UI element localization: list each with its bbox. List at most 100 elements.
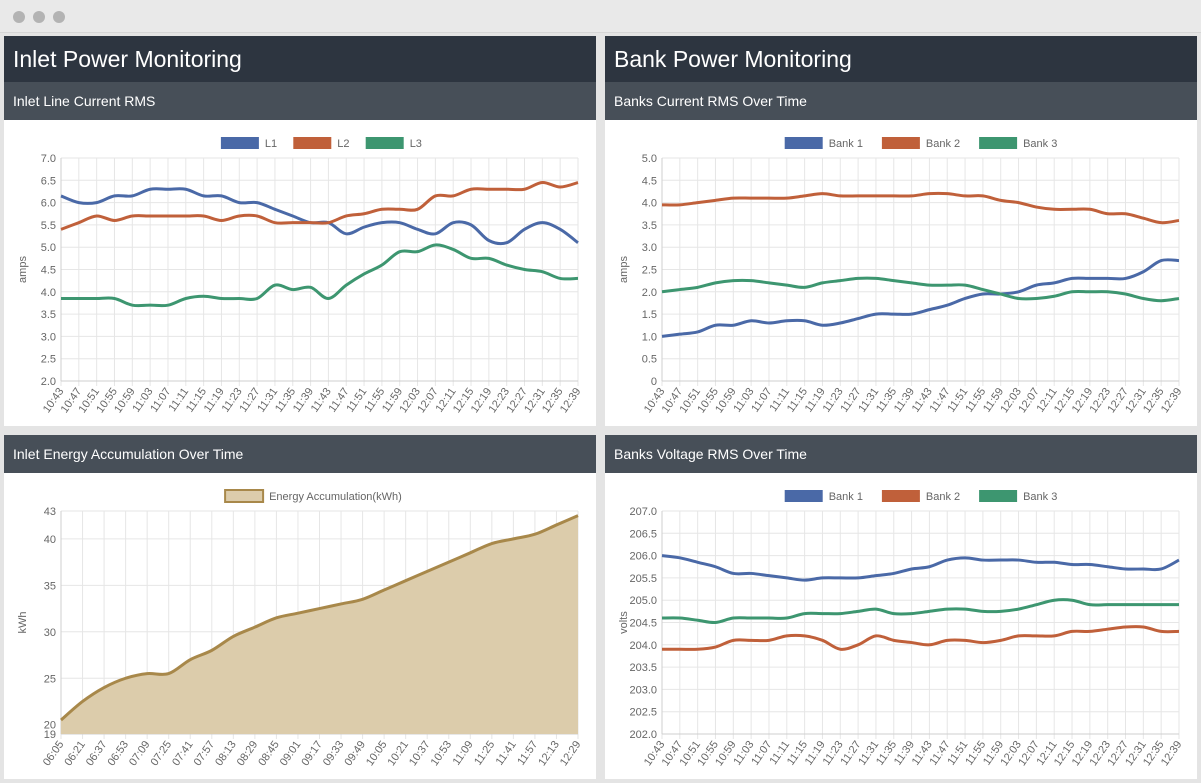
inlet-current-card-title: Inlet Line Current RMS	[4, 82, 596, 120]
x-tick-label: 09:01	[278, 739, 304, 768]
legend-label: Bank 2	[926, 491, 960, 503]
legend-swatch	[979, 490, 1018, 502]
bank-current-card: Banks Current RMS Over Time Bank 1 Bank 2…	[605, 82, 1197, 426]
bank-voltage-chart: Bank 1 Bank 2 Bank 3 202.0 202.5 203.0 203.5 20…	[618, 490, 1184, 768]
bank-voltage-card-title: Banks Voltage RMS Over Time	[605, 435, 1197, 473]
legend-swatch	[784, 137, 823, 149]
x-tick-label: 12:29	[558, 739, 584, 768]
legend-label: L3	[410, 138, 422, 150]
y-tick-label: 203.5	[629, 662, 657, 674]
legend-label: L2	[337, 138, 349, 150]
y-tick-label: 4.0	[642, 198, 657, 210]
y-tick-label: 205.0	[629, 595, 657, 607]
inlet-energy-card-title: Inlet Energy Accumulation Over Time	[4, 435, 596, 473]
x-tick-label: 11:57	[515, 739, 540, 768]
x-tick-label: 06:05	[41, 739, 67, 768]
bank-panel-title: Bank Power Monitoring	[605, 36, 1197, 82]
x-tick-label: 07:09	[127, 739, 153, 768]
x-tick-label: 06:53	[105, 739, 131, 768]
y-tick-label: 3.0	[642, 242, 657, 254]
y-tick-label: 202.0	[629, 729, 657, 741]
x-tick-label: 07:25	[149, 739, 175, 768]
series-line	[60, 243, 579, 308]
series-line	[661, 191, 1180, 225]
x-tick-label: 08:13	[213, 739, 239, 768]
x-tick-label: 11:09	[451, 739, 476, 768]
x-tick-label: 06:21	[62, 739, 88, 768]
y-tick-label: 0	[651, 376, 657, 388]
series-line	[60, 181, 579, 231]
y-axis-label: amps	[618, 256, 630, 283]
y-tick-label: 202.5	[629, 707, 657, 719]
y-tick-label: 20	[44, 720, 56, 732]
y-tick-label: 43	[44, 506, 56, 518]
y-tick-label: 5.0	[642, 153, 657, 165]
y-tick-label: 0.5	[642, 354, 657, 366]
bank-current-card-title: Banks Current RMS Over Time	[605, 82, 1197, 120]
y-tick-label: 3.5	[642, 220, 657, 232]
inlet-current-card: Inlet Line Current RMS L1 L2 L3 2.0 2.5 3.0 3.…	[4, 82, 596, 426]
y-tick-label: 30	[44, 627, 56, 639]
y-tick-label: 204.0	[629, 640, 657, 652]
y-tick-label: 5.0	[41, 242, 56, 254]
legend-label: Energy Accumulation(kWh)	[269, 491, 402, 503]
legend-swatch	[293, 137, 332, 149]
x-tick-label: 07:57	[192, 739, 218, 768]
legend-label: Bank 2	[926, 138, 960, 150]
window-titlebar	[0, 0, 1201, 33]
y-tick-label: 205.5	[629, 573, 657, 585]
x-tick-label: 06:37	[84, 739, 110, 768]
x-tick-label: 07:41	[170, 739, 196, 768]
x-tick-label: 09:49	[342, 739, 368, 768]
y-tick-label: 40	[44, 534, 56, 546]
y-tick-label: 1.5	[642, 309, 657, 321]
y-tick-label: 204.5	[629, 618, 657, 630]
close-dot[interactable]	[13, 11, 25, 23]
legend-label: Bank 3	[1023, 491, 1057, 503]
y-tick-label: 6.0	[41, 198, 56, 210]
legend-swatch	[881, 137, 920, 149]
series-line	[662, 625, 1180, 651]
y-axis-label: kWh	[17, 612, 29, 634]
legend-swatch	[784, 490, 823, 502]
x-tick-label: 10:53	[429, 739, 455, 768]
x-tick-label: 08:45	[256, 739, 282, 768]
y-tick-label: 4.0	[41, 287, 56, 299]
y-tick-label: 3.5	[41, 309, 56, 321]
maximize-dot[interactable]	[53, 11, 65, 23]
inlet-energy-card: Inlet Energy Accumulation Over Time Ener…	[4, 435, 596, 779]
y-tick-label: 2.5	[642, 265, 657, 277]
y-tick-label: 207.0	[629, 506, 657, 518]
x-tick-label: 12:13	[536, 739, 562, 768]
legend-swatch	[224, 489, 265, 503]
legend-swatch	[365, 137, 404, 149]
x-tick-label: 10:21	[386, 739, 412, 768]
x-tick-label: 10:05	[364, 739, 390, 768]
series-line	[60, 514, 579, 722]
y-tick-label: 19	[44, 729, 56, 741]
y-tick-label: 2.0	[642, 287, 657, 299]
y-tick-label: 2.5	[41, 354, 56, 366]
y-tick-label: 3.0	[41, 331, 56, 343]
x-tick-label: 09:17	[299, 739, 325, 768]
legend-label: Bank 1	[829, 491, 863, 503]
bank-voltage-card: Banks Voltage RMS Over Time Bank 1 Bank 2…	[605, 435, 1197, 779]
bank-current-chart: Bank 1 Bank 2 Bank 3 0 0.5 1.0 1.5 2.0 2.5 3.0 3.5…	[618, 137, 1184, 415]
legend-label: L1	[265, 138, 277, 150]
series-line	[661, 276, 1180, 303]
x-tick-label: 10:37	[407, 739, 433, 768]
inlet-current-chart: L1 L2 L32.02.53.03.54.04.55.05.56.06.57.01…	[17, 137, 583, 415]
series-line	[661, 258, 1180, 338]
series-line	[661, 598, 1179, 625]
legend-label: Bank 1	[829, 138, 863, 150]
x-tick-label: 08:29	[235, 739, 261, 768]
legend-label: Bank 3	[1023, 138, 1057, 150]
y-tick-label: 5.5	[41, 220, 56, 232]
minimize-dot[interactable]	[33, 11, 45, 23]
y-tick-label: 203.0	[629, 684, 657, 696]
legend-swatch	[881, 490, 920, 502]
y-tick-label: 6.5	[41, 175, 56, 187]
y-tick-label: 7.0	[41, 153, 56, 165]
y-tick-label: 35	[44, 580, 56, 592]
